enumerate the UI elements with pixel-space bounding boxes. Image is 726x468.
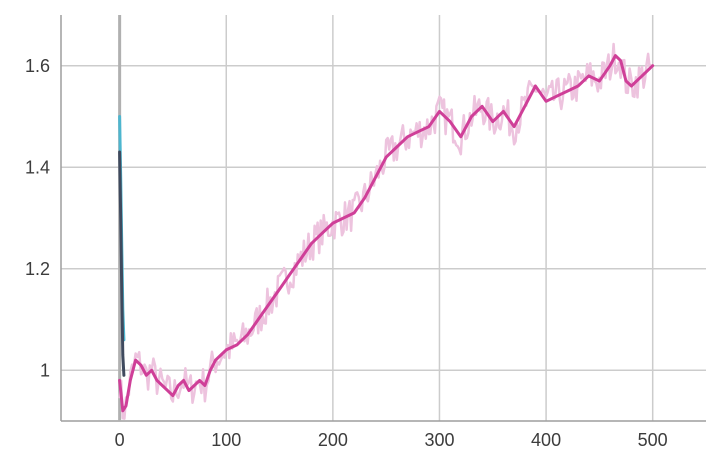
x-tick-label-100: 100 [211,430,241,450]
series-layer [118,42,655,420]
grid-layer [61,15,706,421]
tick-label-layer: 0 100 200 300 400 500 1 1.2 1.4 1.6 [25,56,668,450]
x-tick-label-200: 200 [318,430,348,450]
x-tick-label-0: 0 [115,430,125,450]
y-tick-label-1: 1 [40,360,50,380]
x-tick-label-400: 400 [531,430,561,450]
y-tick-label-1.2: 1.2 [25,259,50,279]
series-1-line [118,150,126,377]
series-2-raw-line [118,42,653,420]
x-tick-label-500: 500 [638,430,668,450]
series-2-line [118,54,655,413]
y-tick-label-1.6: 1.6 [25,56,50,76]
x-tick-label-300: 300 [424,430,454,450]
y-tick-label-1.4: 1.4 [25,157,50,177]
